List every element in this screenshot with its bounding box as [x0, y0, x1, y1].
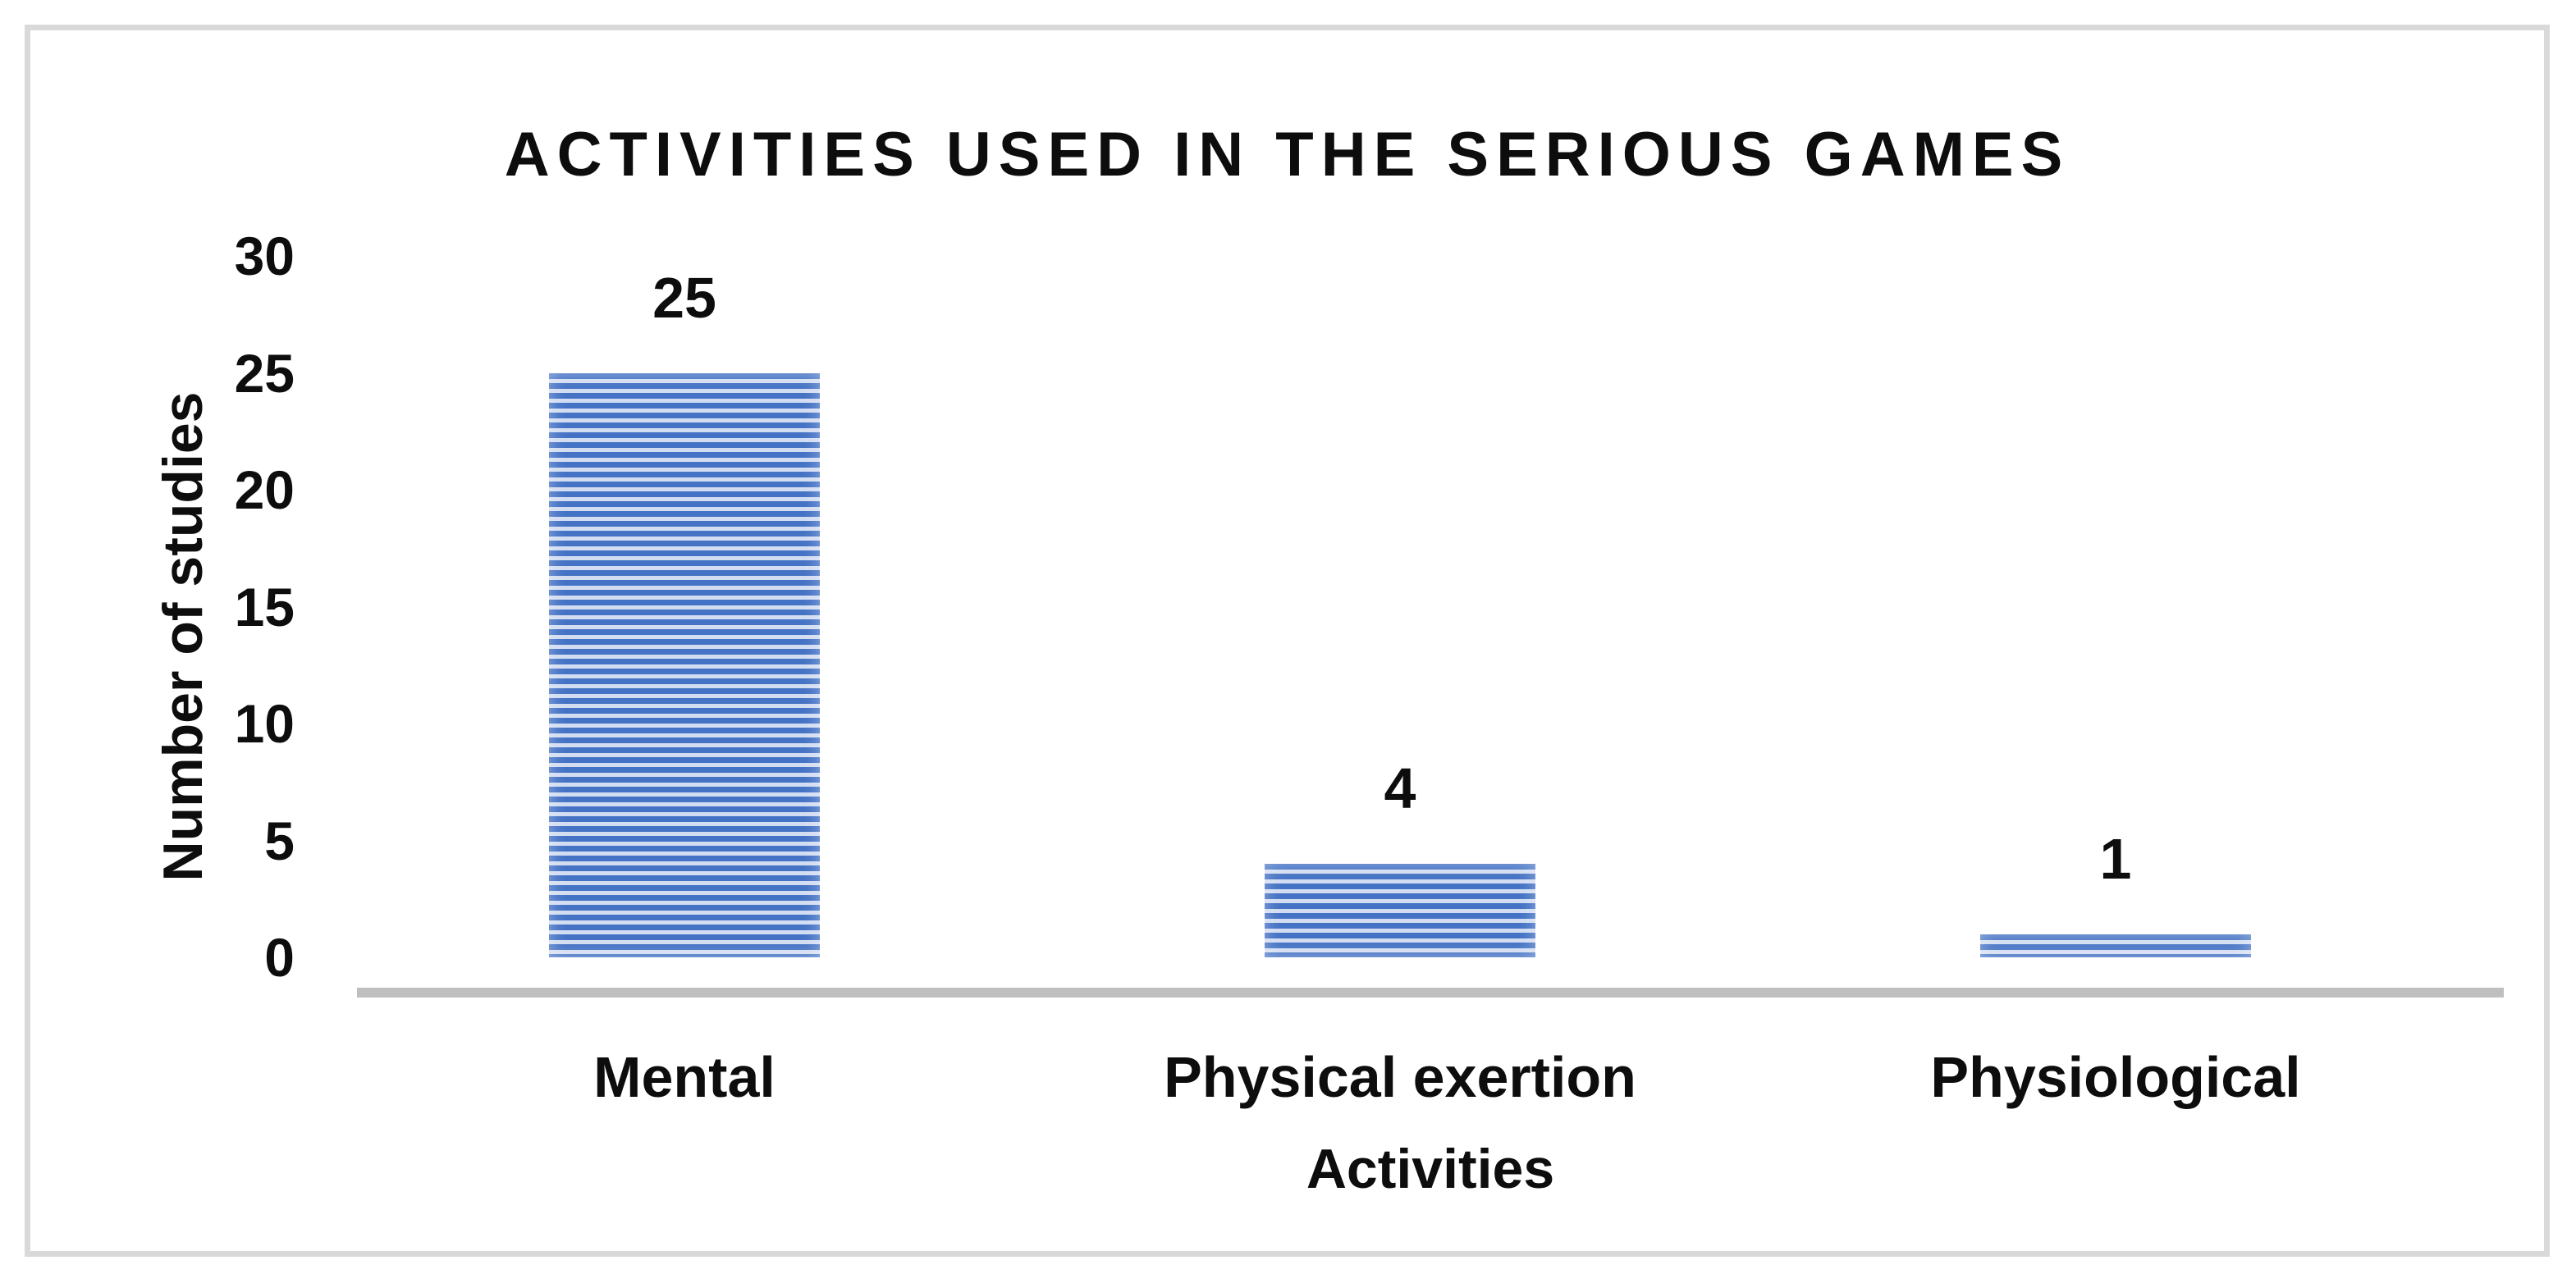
- y-tick-label-0: 0: [264, 927, 295, 988]
- chart-frame: ACTIVITIES USED IN THE SERIOUS GAMES Num…: [25, 25, 2550, 1257]
- y-tick-label-10: 10: [234, 693, 295, 754]
- bar-value-label-mental: 25: [652, 265, 716, 330]
- x-category-label-physiological: Physiological: [1930, 1045, 2301, 1109]
- bar-mental: [549, 372, 820, 957]
- y-tick-label-30: 30: [234, 226, 295, 286]
- y-tick-label-15: 15: [234, 576, 295, 637]
- y-tick-label-25: 25: [234, 342, 295, 404]
- x-axis-title: Activities: [1306, 1138, 1555, 1200]
- y-tick-label-20: 20: [234, 459, 295, 520]
- y-tick-label-5: 5: [264, 810, 295, 871]
- bar-value-label-physical-exertion: 4: [1384, 756, 1416, 820]
- x-axis-line: [357, 988, 2504, 998]
- x-category-label-physical-exertion: Physical exertion: [1164, 1045, 1636, 1109]
- bar-physiological: [1980, 934, 2251, 957]
- chart-title: ACTIVITIES USED IN THE SERIOUS GAMES: [504, 120, 2070, 189]
- bar-value-label-physiological: 1: [2099, 826, 2132, 891]
- bar-physical-exertion: [1265, 864, 1535, 957]
- x-category-label-mental: Mental: [593, 1045, 776, 1109]
